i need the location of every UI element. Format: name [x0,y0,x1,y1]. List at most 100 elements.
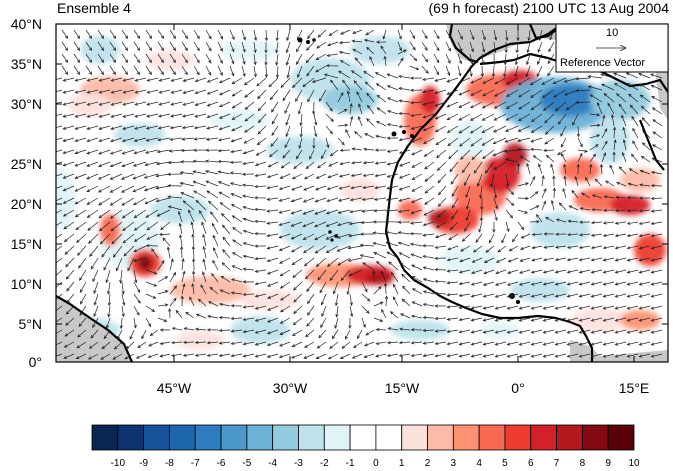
wind-vector [365,81,375,91]
wind-vector-head [88,71,93,76]
wind-vector [256,77,267,87]
wind-vector-head [88,345,93,349]
wind-vector [477,173,483,187]
wind-vector-head [504,158,509,162]
wind-vector [200,284,207,295]
wind-vector [482,149,495,159]
wind-vector [481,209,483,221]
wind-vector [639,233,651,237]
wind-vector [99,113,111,118]
wind-vector-head [134,90,139,94]
wind-vector-head [398,99,403,103]
wind-vector [56,233,63,239]
wind-vector [411,185,423,192]
wind-vector [320,317,327,328]
wind-vector-head [109,189,114,193]
wind-vector-head [264,62,268,66]
wind-vector [207,113,219,118]
wind-vector [121,173,135,180]
wind-vector [553,89,567,98]
wind-vector [321,305,327,317]
wind-vector-head [554,282,559,286]
wind-vector [531,257,543,261]
lon-label: 30°W [272,380,308,396]
wind-vector [375,161,387,164]
wind-vector-head [349,302,353,307]
wind-vector [156,161,171,165]
wind-vector [591,353,603,358]
wind-vector-head [266,221,270,225]
wind-vector-head [362,161,367,165]
wind-vector [388,261,399,271]
wind-vector-head [382,35,386,40]
wind-vector [293,281,303,291]
wind-vector-head [219,72,223,77]
wind-vector-head [155,186,160,190]
wind-vector [208,200,219,211]
wind-vector-head [531,232,536,237]
wind-vector [56,77,63,80]
wind-vector-head [374,161,379,165]
wind-vector [73,53,80,63]
wind-vector-head [422,77,426,81]
wind-vector [399,328,411,331]
wind-vector-head [159,328,164,332]
wind-vector-head [62,114,67,118]
wind-vector [121,197,135,206]
wind-vector [337,233,351,239]
wind-vector-head [267,319,271,323]
wind-vector [231,341,243,345]
wind-vector [103,257,111,271]
wind-vector [145,305,155,312]
wind-vector [549,29,555,40]
wind-vector [373,252,387,259]
wind-vector-head [349,210,353,214]
wind-vector [219,317,231,319]
wind-vector [639,221,651,225]
colorbar-swatch [427,424,454,451]
wind-vector-head [179,171,184,175]
wind-vector-head [78,323,82,327]
wind-vector-head [383,282,388,287]
wind-vector-head [145,150,149,154]
wind-vector-head [602,342,607,346]
wind-vector [77,245,87,256]
wind-vector-head [121,291,125,295]
wind-vector-head [398,35,402,40]
wind-vector-head [168,149,173,153]
wind-vector-head [400,313,404,317]
wind-vector-head [90,265,94,270]
wind-vector [526,163,531,175]
wind-vector [398,232,411,235]
wind-vector-head [458,79,463,83]
wind-vector [157,53,164,63]
wind-vector-head [217,149,222,153]
wind-vector-head [543,232,548,236]
wind-vector [504,149,519,153]
wind-vector [628,93,639,103]
wind-vector-head [638,209,643,213]
wind-vector [328,161,339,167]
wind-vector [601,83,615,91]
wind-vector-head [173,297,177,302]
wind-vector-head [218,302,223,306]
wind-vector-head [638,270,643,274]
wind-vector [497,245,507,253]
wind-vector-head [286,37,290,42]
wind-vector [340,29,351,35]
wind-vector-head [101,345,106,350]
wind-vector-head [254,184,258,189]
wind-vector-head [614,318,619,322]
wind-vector [183,341,195,343]
wind-vector [517,221,524,230]
wind-vector-head [280,309,284,313]
wind-vector [147,101,159,106]
wind-vector-head [386,341,391,345]
wind-vector [471,281,483,286]
wind-vector-head [121,176,125,180]
wind-vector [87,125,99,130]
wind-vector [326,233,339,240]
wind-vector-head [612,151,616,156]
wind-vector [159,233,171,235]
wind-vector [579,353,591,358]
